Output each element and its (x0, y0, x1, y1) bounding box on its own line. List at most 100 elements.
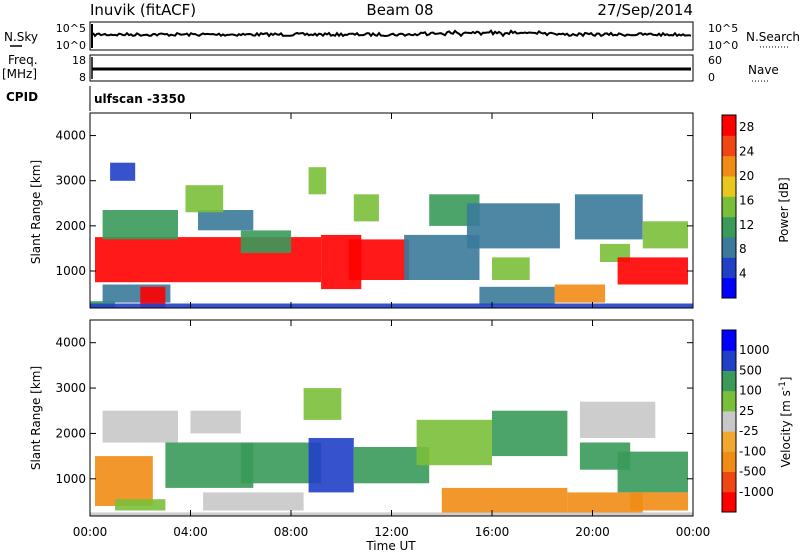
vel-data-band-9 (303, 388, 342, 420)
power-colorbar-segment-6 (722, 155, 736, 177)
cpid-label: CPID (6, 90, 38, 104)
chart-title: Inuvik (fitACF) (90, 1, 196, 19)
vel-data-band-7 (308, 438, 354, 493)
vel-data-band-1 (102, 410, 178, 443)
vel-data-band-10 (416, 419, 492, 466)
power-data-band-18 (554, 284, 606, 303)
vel-yticks-label-2: 3000 (55, 381, 86, 395)
nsky-trace-line (92, 29, 692, 38)
power-data-band-16 (492, 257, 530, 280)
power-y-axis-label: Slant Range [km] (29, 160, 43, 264)
velocity-heatmap (90, 388, 693, 516)
nsky-label: N.Sky (4, 30, 38, 44)
beam-label: Beam 08 (366, 1, 433, 19)
power-colorbar-segment-2 (722, 237, 736, 258)
nsearch-tick-bottom: 10^0 (708, 39, 738, 52)
vel-data-band-17 (630, 492, 688, 511)
power-yticks-label-2: 3000 (55, 174, 86, 188)
power-colorbar-tick-6: 28 (739, 120, 754, 134)
power-data-band-2 (140, 286, 166, 308)
velocity-colorbar-tick-2: -100 (739, 444, 766, 458)
vel-data-band-3 (240, 442, 322, 484)
velocity-colorbar-segment-4 (722, 410, 736, 432)
date-label: 27/Sep/2014 (597, 1, 693, 19)
power-data-band-5 (198, 210, 254, 231)
power-data-band-22 (642, 221, 688, 249)
x-tick-label-1: 04:00 (173, 525, 208, 539)
power-heatmap (90, 162, 693, 308)
power-colorbar-segment-7 (722, 135, 736, 157)
velocity-colorbar-segment-8 (722, 330, 736, 351)
power-data-band-19 (574, 194, 643, 240)
power-colorbar-segment-3 (722, 216, 736, 238)
velocity-colorbar-tick-0: -1000 (739, 485, 774, 499)
velocity-colorbar-tick-4: 25 (739, 404, 754, 418)
freq-tick-top: 18 (72, 54, 86, 67)
power-colorbar-segment-1 (722, 257, 736, 279)
velocity-colorbar-tick-7: 1000 (739, 343, 770, 357)
freq-label: Freq. (8, 53, 38, 67)
velocity-colorbar-frame (721, 329, 737, 513)
nsky-panel-frame (89, 21, 694, 51)
power-data-band-8 (240, 230, 292, 253)
nave-label: Nave (748, 63, 779, 77)
power-colorbar-segment-0 (722, 277, 736, 299)
power-yticks-label-1: 2000 (55, 219, 86, 233)
vel-data-band-0 (95, 456, 153, 506)
x-tick-label-4: 16:00 (475, 525, 510, 539)
freq-unit-label: [MHz] (2, 67, 37, 81)
power-yticks-label-0: 1000 (55, 264, 86, 278)
nave-tick-top: 60 (708, 54, 722, 67)
freq-tick-bottom: 8 (79, 71, 86, 84)
power-colorbar-segment-8 (722, 115, 736, 136)
vel-data-band-4 (190, 410, 241, 434)
power-colorbar-tick-4: 20 (739, 169, 754, 183)
velocity-colorbar-label: Velocity [m s-1] (778, 377, 793, 468)
velocity-colorbar-segment-7 (722, 350, 736, 371)
x-tick-label-6: 00:00 (676, 525, 711, 539)
nsearch-tick-top: 10^5 (708, 22, 738, 35)
velocity-colorbar-tick-6: 500 (739, 363, 762, 377)
power-data-band-7 (185, 185, 224, 213)
velocity-colorbar-segment-6 (722, 370, 736, 392)
power-data-band-4 (102, 210, 178, 240)
power-data-band-6 (110, 162, 136, 181)
velocity-colorbar-segment-5 (722, 390, 736, 412)
freq-panel-frame (89, 54, 694, 82)
vel-data-band-15 (617, 451, 688, 493)
cpid-value: ulfscan -3350 (94, 92, 185, 106)
x-axis-label: Time UT (365, 539, 416, 553)
power-data-band-17 (479, 286, 555, 305)
power-yticks-label-3: 4000 (55, 129, 86, 143)
nave-tick-bottom: 0 (708, 71, 715, 84)
power-colorbar-label: Power [dB] (777, 177, 791, 242)
nsearch-label: N.Search (746, 30, 800, 44)
power-colorbar-tick-1: 8 (739, 242, 747, 256)
velocity-colorbar-segment-2 (722, 451, 736, 473)
power-colorbar-tick-0: 4 (739, 267, 747, 281)
power-colorbar-tick-3: 16 (739, 193, 754, 207)
x-tick-label-2: 08:00 (274, 525, 309, 539)
x-tick-label-3: 12:00 (374, 525, 409, 539)
power-data-band-12 (353, 194, 379, 222)
power-colorbar-tick-2: 12 (739, 218, 754, 232)
velocity-colorbar-segment-3 (722, 431, 736, 452)
velocity-colorbar-tick-1: -500 (739, 465, 766, 479)
vel-data-band-13 (579, 401, 656, 438)
velocity-y-axis-label: Slant Range [km] (29, 366, 43, 470)
vel-data-band-2 (165, 442, 254, 488)
nsky-tick-top: 10^5 (56, 22, 86, 35)
power-y-axis: 1000 2000 3000 4000 (55, 129, 693, 278)
power-data-band-21 (617, 257, 688, 285)
power-colorbar-segment-4 (722, 196, 736, 218)
power-colorbar-segment-5 (722, 176, 736, 197)
power-colorbar-tick-5: 24 (739, 145, 754, 159)
vel-data-band-5 (203, 492, 304, 511)
vel-data-band-16 (567, 492, 643, 513)
nsky-tick-bottom: 10^0 (56, 39, 86, 52)
power-data-band-10 (348, 239, 410, 280)
velocity-colorbar-tick-5: 100 (739, 384, 762, 398)
velocity-colorbar-segment-0 (722, 491, 736, 513)
velocity-colorbar-segment-1 (722, 471, 736, 493)
